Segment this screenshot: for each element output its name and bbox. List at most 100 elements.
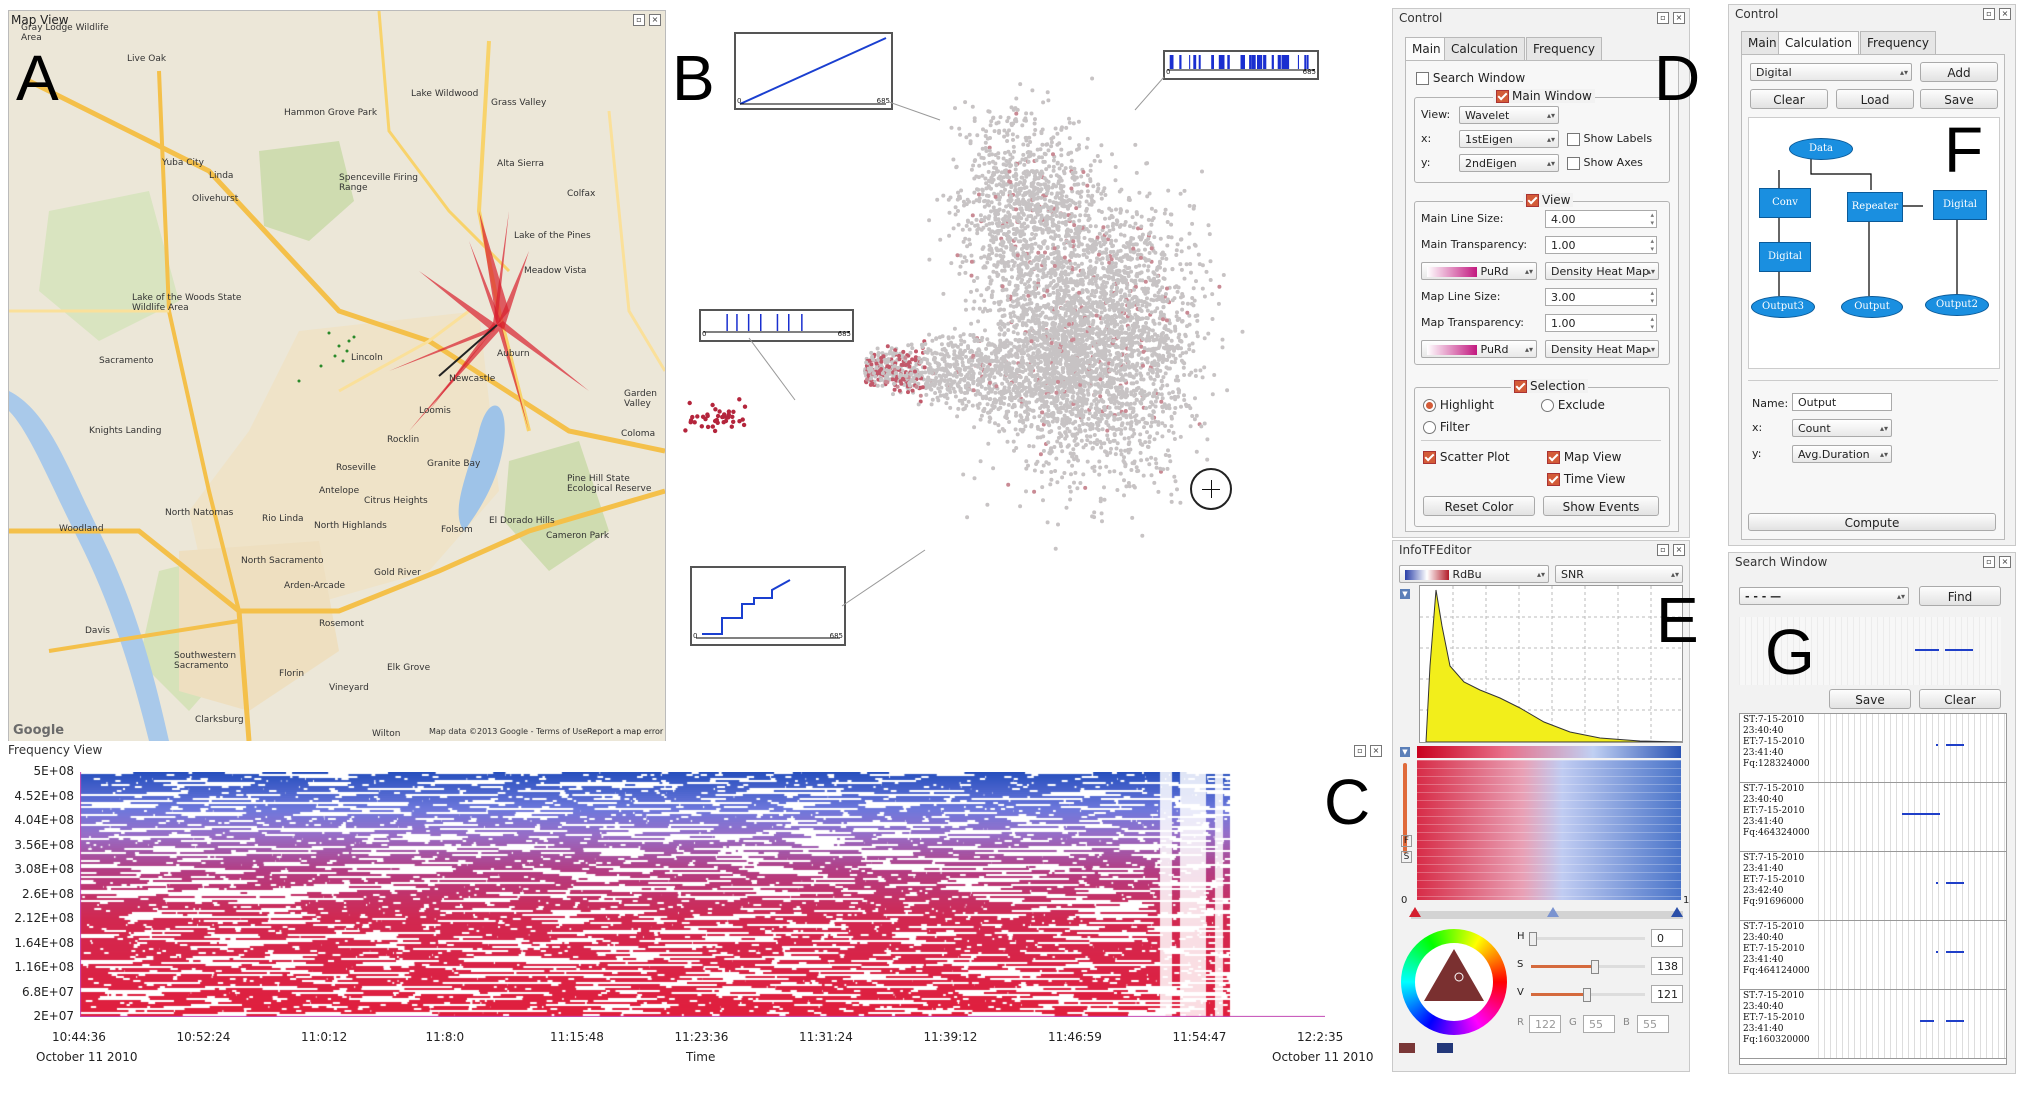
tab-frequency[interactable]: Frequency: [1526, 37, 1602, 61]
colormap-select-2[interactable]: PuRd ▴▾: [1421, 340, 1537, 358]
search-results-list[interactable]: ST:7-15-2010 23:40:40 ET:7-15-2010 23:41:40…: [1739, 713, 2007, 1065]
flow-node-output[interactable]: Output: [1841, 296, 1903, 318]
collapse-icon[interactable]: ▼: [1400, 589, 1410, 599]
highlight-radio[interactable]: Highlight: [1423, 398, 1494, 412]
blue-input[interactable]: 55: [1637, 1015, 1669, 1033]
flow-node-digital-left[interactable]: Digital: [1759, 242, 1811, 272]
checkbox-icon[interactable]: [1547, 451, 1560, 464]
tab-main[interactable]: Main: [1405, 37, 1448, 61]
float-icon[interactable]: ▫: [1657, 544, 1669, 556]
checkbox-icon[interactable]: [1416, 72, 1429, 85]
pattern-canvas[interactable]: [1739, 617, 2001, 685]
close-icon[interactable]: ×: [1370, 745, 1382, 757]
saturation-slider[interactable]: [1531, 960, 1645, 974]
search-result-item[interactable]: ST:7-15-2010 23:40:40 ET:7-15-2010 23:41:40…: [1740, 783, 2006, 852]
flow-graph-canvas[interactable]: Data Conv Repeater Digital Digital Outpu…: [1748, 117, 2000, 369]
close-icon[interactable]: ×: [649, 14, 661, 26]
close-icon[interactable]: ×: [1999, 8, 2011, 20]
opacity-slider[interactable]: [1403, 763, 1407, 853]
reset-color-button[interactable]: Reset Color: [1423, 496, 1535, 516]
saturation-input[interactable]: 138: [1651, 957, 1683, 975]
show-labels-checkbox[interactable]: Show Labels: [1567, 132, 1652, 146]
float-icon[interactable]: ▫: [1983, 8, 1995, 20]
red-input[interactable]: 122: [1529, 1015, 1561, 1033]
main-transparency-input[interactable]: 1.00 ▴ ▾: [1545, 236, 1657, 254]
map-transparency-input[interactable]: 1.00 ▴ ▾: [1545, 314, 1657, 332]
save-button[interactable]: Save: [1920, 89, 1998, 109]
color-stop-track[interactable]: [1409, 907, 1683, 919]
map-line-size-input[interactable]: 3.00 ▴ ▾: [1545, 288, 1657, 306]
flow-node-digital-right[interactable]: Digital: [1933, 190, 1987, 220]
main-line-size-input[interactable]: 4.00 ▴ ▾: [1545, 210, 1657, 228]
color-stop-mid[interactable]: [1547, 907, 1559, 917]
save-button[interactable]: Save: [1829, 689, 1911, 709]
checkbox-icon[interactable]: [1567, 156, 1580, 170]
radio-icon[interactable]: [1423, 399, 1436, 412]
radio-icon[interactable]: [1541, 399, 1554, 412]
show-axes-checkbox[interactable]: Show Axes: [1567, 156, 1643, 170]
search-result-item[interactable]: ST:7-15-2010 23:41:40 ET:7-15-2010 23:42:40…: [1740, 852, 2006, 921]
flow-node-output3[interactable]: Output3: [1751, 296, 1815, 318]
exclude-radio[interactable]: Exclude: [1541, 398, 1605, 412]
pattern-select[interactable]: - - - — ▴▾: [1739, 587, 1909, 605]
tab-calculation[interactable]: Calculation: [1778, 31, 1859, 55]
value-input[interactable]: 121: [1651, 985, 1683, 1003]
flow-node-repeater[interactable]: Repeater: [1847, 192, 1903, 222]
load-button[interactable]: Load: [1836, 89, 1914, 109]
green-input[interactable]: 55: [1583, 1015, 1615, 1033]
search-result-item[interactable]: ST:7-15-2010 23:40:40 ET:7-15-2010 23:41:40…: [1740, 990, 2006, 1059]
flow-node-data[interactable]: Data: [1789, 138, 1853, 160]
view-checkbox[interactable]: [1526, 193, 1539, 207]
selection-checkbox[interactable]: [1514, 379, 1527, 393]
colormap-select-1[interactable]: PuRd ▴▾: [1421, 262, 1537, 280]
value-slider[interactable]: [1531, 988, 1645, 1002]
map-report-link[interactable]: Report a map error: [587, 727, 664, 736]
histogram[interactable]: [1419, 585, 1683, 743]
map-view-checkbox[interactable]: Map View: [1547, 450, 1621, 464]
attribute-select[interactable]: SNR ▴▾: [1555, 565, 1683, 583]
main-window-checkbox[interactable]: [1496, 89, 1509, 103]
find-button[interactable]: Find: [1919, 586, 2001, 606]
close-icon[interactable]: ×: [1999, 556, 2011, 568]
frequency-heatmap[interactable]: [80, 772, 1325, 1017]
color-wheel[interactable]: [1401, 929, 1507, 1035]
close-icon[interactable]: ×: [1673, 544, 1685, 556]
float-icon[interactable]: ▫: [1983, 556, 1995, 568]
colormap-select[interactable]: RdBu ▴▾: [1399, 565, 1549, 583]
x-select[interactable]: Count ▴▾: [1792, 419, 1892, 437]
close-icon[interactable]: ×: [1673, 12, 1685, 24]
time-view-checkbox[interactable]: Time View: [1547, 472, 1626, 486]
hue-slider[interactable]: [1529, 932, 1645, 946]
float-icon[interactable]: ▫: [1354, 745, 1366, 757]
checkbox-icon[interactable]: [1567, 132, 1580, 146]
collapse-icon[interactable]: ▼: [1400, 747, 1410, 757]
search-result-item[interactable]: ST:7-15-2010 23:40:40 ET:7-15-2010 23:41:40…: [1740, 714, 2006, 783]
clear-button[interactable]: Clear: [1750, 89, 1828, 109]
search-window-checkbox[interactable]: Search Window: [1416, 71, 1525, 85]
compute-button[interactable]: Compute: [1748, 513, 1996, 531]
map-canvas[interactable]: [9, 11, 665, 741]
search-result-item[interactable]: ST:7-15-2010 23:40:40 ET:7-15-2010 23:41:40…: [1740, 921, 2006, 990]
view-select[interactable]: Wavelet ▴▾: [1459, 106, 1559, 124]
tab-calculation[interactable]: Calculation: [1444, 37, 1525, 61]
checkbox-icon[interactable]: [1547, 473, 1560, 486]
x-axis-select[interactable]: 1stEigen ▴▾: [1459, 130, 1559, 148]
y-axis-select[interactable]: 2ndEigen ▴▾: [1459, 154, 1559, 172]
color-stop-blue[interactable]: [1671, 907, 1683, 917]
show-events-button[interactable]: Show Events: [1543, 496, 1659, 516]
tab-frequency[interactable]: Frequency: [1860, 31, 1936, 55]
color-stop-red[interactable]: [1409, 907, 1421, 917]
float-icon[interactable]: ▫: [1657, 12, 1669, 24]
float-icon[interactable]: ▫: [633, 14, 645, 26]
flow-node-conv[interactable]: Conv: [1759, 188, 1811, 218]
transfer-function-canvas[interactable]: [1417, 760, 1681, 900]
heatmap-select-1[interactable]: Density Heat Map ▴▾: [1545, 262, 1659, 280]
hue-input[interactable]: 0: [1651, 929, 1683, 947]
clear-button[interactable]: Clear: [1919, 689, 2001, 709]
filter-radio[interactable]: Filter: [1423, 420, 1470, 434]
scatter-plot-checkbox[interactable]: Scatter Plot: [1423, 450, 1510, 464]
checkbox-icon[interactable]: [1423, 451, 1436, 464]
scatter-plot[interactable]: [665, 10, 1355, 700]
node-type-select[interactable]: Digital ▴▾: [1750, 63, 1912, 81]
radio-icon[interactable]: [1423, 421, 1436, 434]
